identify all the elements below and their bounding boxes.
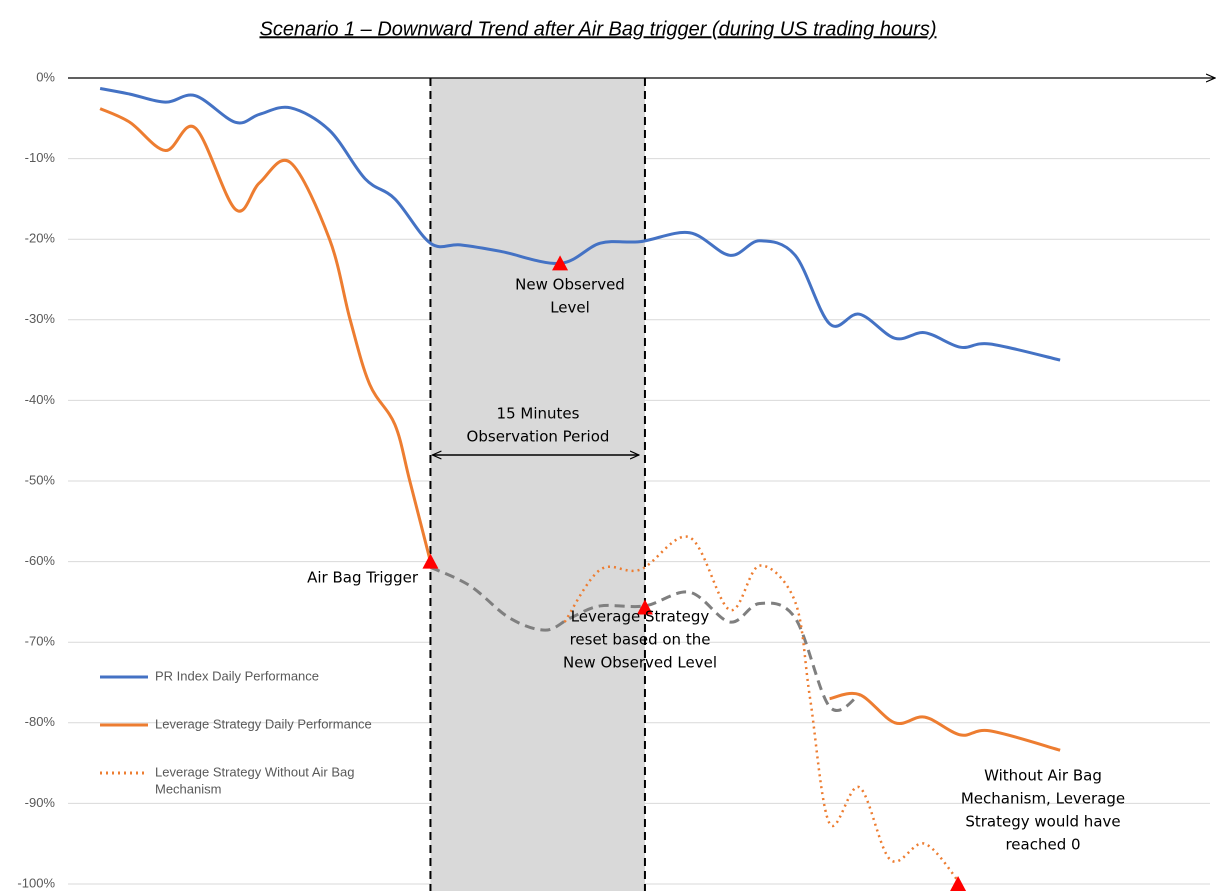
y-tick-label: -50%: [25, 472, 56, 487]
legend-label: Mechanism: [155, 781, 221, 796]
annotation: Strategy would have: [965, 813, 1120, 831]
annotation: reset based on the: [570, 631, 711, 649]
y-tick-label: 0%: [36, 69, 55, 84]
trigger-marker: [636, 599, 653, 615]
y-tick-label: -90%: [25, 795, 56, 810]
y-tick-label: -20%: [25, 231, 56, 246]
y-tick-label: -80%: [25, 714, 56, 729]
chart-title: Scenario 1 – Downward Trend after Air Ba…: [260, 18, 937, 40]
annotation: reached 0: [1005, 836, 1080, 854]
y-tick-label: -10%: [25, 150, 56, 165]
annotation: New Observed Level: [563, 654, 717, 672]
trigger-marker: [950, 876, 967, 891]
reset-line: [429, 565, 861, 712]
annotation: Mechanism, Leverage: [961, 790, 1125, 808]
series-line: [829, 691, 1061, 752]
annotation: Without Air Bag: [984, 767, 1102, 785]
y-tick-label: -30%: [25, 311, 56, 326]
series-line: [563, 535, 962, 885]
annotation: New Observed: [515, 276, 625, 294]
legend-label: PR Index Daily Performance: [155, 668, 319, 683]
series-line: [99, 107, 432, 562]
legend-label: Leverage Strategy Without Air Bag: [155, 764, 354, 779]
y-tick-label: -40%: [25, 392, 56, 407]
annotation: Leverage Strategy: [571, 608, 710, 626]
annotation: Air Bag Trigger: [307, 569, 419, 587]
y-tick-label: -60%: [25, 553, 56, 568]
period-label: 15 Minutes: [497, 405, 580, 423]
legend-label: Leverage Strategy Daily Performance: [155, 716, 372, 731]
period-label: Observation Period: [467, 428, 610, 446]
annotation: Level: [550, 299, 590, 317]
trigger-marker: [422, 553, 439, 569]
y-tick-label: -100%: [17, 875, 55, 890]
y-tick-label: -70%: [25, 634, 56, 649]
trigger-marker: [552, 255, 569, 271]
observation-band: [430, 78, 645, 891]
